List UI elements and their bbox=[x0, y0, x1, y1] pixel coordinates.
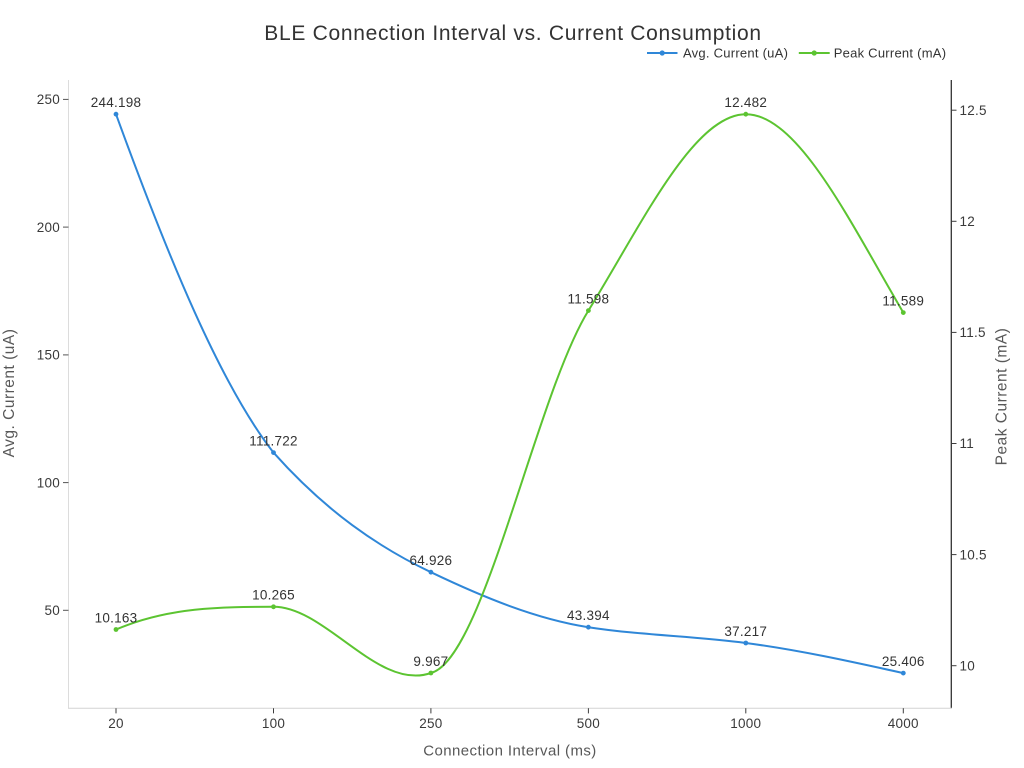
svg-text:Peak Current (mA): Peak Current (mA) bbox=[994, 328, 1011, 466]
svg-text:11: 11 bbox=[960, 436, 975, 451]
svg-text:250: 250 bbox=[419, 716, 442, 731]
svg-text:37.217: 37.217 bbox=[724, 624, 767, 639]
svg-text:20: 20 bbox=[108, 716, 124, 731]
svg-text:Connection Interval (ms): Connection Interval (ms) bbox=[423, 743, 596, 760]
svg-text:4000: 4000 bbox=[888, 716, 919, 731]
svg-text:12: 12 bbox=[960, 214, 976, 229]
svg-text:Peak Current (mA): Peak Current (mA) bbox=[834, 46, 947, 61]
svg-text:Avg. Current (uA): Avg. Current (uA) bbox=[1, 329, 18, 458]
svg-text:12.482: 12.482 bbox=[724, 95, 767, 110]
svg-text:25.406: 25.406 bbox=[882, 654, 925, 669]
svg-text:9.967: 9.967 bbox=[413, 654, 448, 669]
svg-text:100: 100 bbox=[262, 716, 285, 731]
svg-text:150: 150 bbox=[37, 348, 60, 363]
svg-text:64.926: 64.926 bbox=[410, 553, 453, 568]
svg-text:50: 50 bbox=[44, 603, 60, 618]
svg-text:11.598: 11.598 bbox=[568, 291, 610, 306]
svg-text:11.5: 11.5 bbox=[960, 325, 986, 340]
svg-text:Avg. Current (uA): Avg. Current (uA) bbox=[683, 46, 788, 61]
svg-text:1000: 1000 bbox=[730, 716, 761, 731]
svg-text:BLE Connection Interval vs. Cu: BLE Connection Interval vs. Current Cons… bbox=[264, 22, 761, 45]
svg-text:250: 250 bbox=[37, 92, 60, 107]
svg-text:100: 100 bbox=[37, 475, 60, 490]
svg-text:10.5: 10.5 bbox=[960, 547, 987, 562]
svg-text:10.265: 10.265 bbox=[252, 588, 295, 603]
svg-text:244.198: 244.198 bbox=[91, 95, 142, 110]
svg-text:11.589: 11.589 bbox=[882, 293, 924, 308]
svg-text:200: 200 bbox=[37, 220, 60, 235]
svg-text:10: 10 bbox=[960, 658, 976, 673]
svg-text:111.722: 111.722 bbox=[249, 433, 298, 448]
svg-text:500: 500 bbox=[577, 716, 600, 731]
svg-text:43.394: 43.394 bbox=[567, 608, 610, 623]
svg-text:12.5: 12.5 bbox=[960, 103, 987, 118]
svg-text:10.163: 10.163 bbox=[95, 610, 138, 625]
